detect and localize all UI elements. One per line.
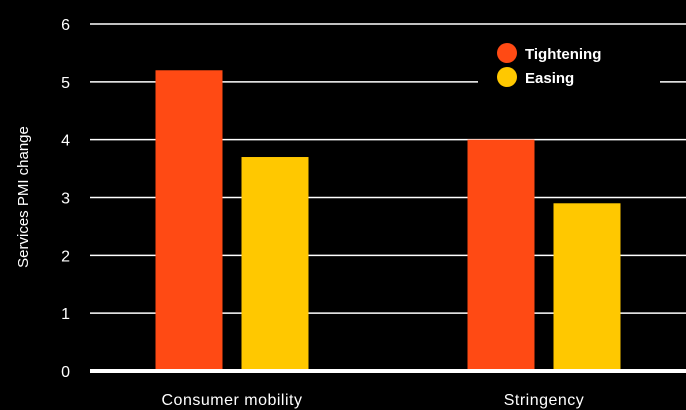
x-category-label: Consumer mobility bbox=[162, 392, 303, 409]
bars bbox=[155, 70, 621, 372]
y-tick-label: 6 bbox=[61, 17, 70, 34]
legend: Tightening Easing bbox=[478, 36, 660, 98]
y-axis-ticks: 0 1 2 3 4 5 6 bbox=[61, 17, 70, 381]
legend-label-tightening: Tightening bbox=[525, 46, 601, 63]
bar-easing-stringency bbox=[553, 203, 621, 371]
y-tick-label: 1 bbox=[61, 306, 70, 323]
y-axis-label: Services PMI change bbox=[15, 126, 32, 268]
bar-tightening-consumer-mobility bbox=[155, 70, 223, 372]
legend-swatch-tightening bbox=[497, 43, 517, 63]
bar-easing-consumer-mobility bbox=[241, 157, 309, 371]
y-tick-label: 3 bbox=[61, 191, 70, 208]
bar-tightening-stringency bbox=[467, 139, 535, 371]
y-tick-label: 4 bbox=[61, 133, 70, 150]
legend-swatch-easing bbox=[497, 67, 517, 87]
y-tick-label: 2 bbox=[61, 248, 70, 265]
y-tick-label: 0 bbox=[61, 364, 70, 381]
x-axis-categories: Consumer mobility Stringency bbox=[162, 392, 585, 409]
x-category-label: Stringency bbox=[504, 392, 585, 409]
y-tick-label: 5 bbox=[61, 75, 70, 92]
legend-label-easing: Easing bbox=[525, 70, 574, 87]
